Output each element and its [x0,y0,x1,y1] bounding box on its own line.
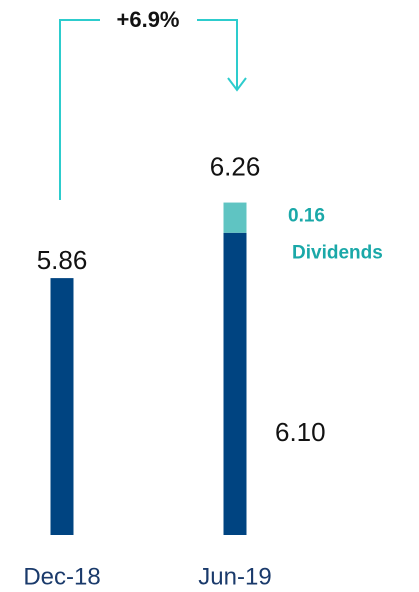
x-tick-label: Dec-18 [23,563,100,590]
bar-segment [50,278,74,535]
legend-label: Dividends [292,243,383,264]
total-label: 6.26 [210,151,261,181]
bar-segment [223,202,247,233]
segment-value-label: 0.16 [288,206,325,227]
x-tick-label: Jun-19 [198,563,271,590]
value-label: 5.86 [37,245,88,275]
change-arrow-right [197,19,238,90]
change-annotation: +6.9% [117,7,180,32]
arrow-head [227,77,247,92]
change-arrow-left [59,19,100,200]
bar-segment [223,232,247,535]
value-label: 6.10 [275,417,326,447]
